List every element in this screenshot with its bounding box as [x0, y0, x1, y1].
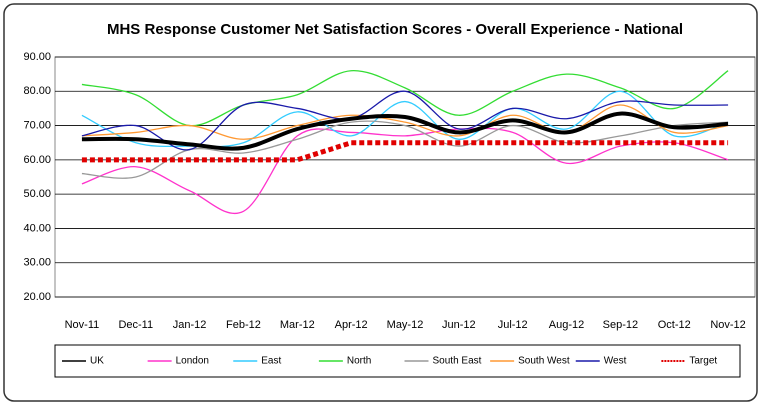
series-line: [81, 90, 729, 151]
x-tick-label: Jun-12: [442, 319, 476, 331]
x-tick-label: Oct-12: [658, 319, 691, 331]
y-tick-label: 90.00: [23, 51, 51, 63]
chart-title: MHS Response Customer Net Satisfaction S…: [107, 21, 683, 38]
y-tick-label: 80.00: [23, 85, 51, 97]
x-tick-label: Dec-11: [118, 319, 153, 331]
y-tick-label: 50.00: [23, 188, 51, 200]
x-tick-label: Nov-11: [65, 319, 100, 331]
series-line: [81, 140, 729, 163]
plot-area: [54, 56, 756, 298]
x-tick-label: Apr-12: [335, 319, 368, 331]
legend-label: UK: [90, 356, 104, 367]
x-tick-label: Nov-12: [710, 319, 745, 331]
y-tick-label: 30.00: [23, 257, 51, 269]
series-line: [81, 104, 729, 140]
series-line: [81, 127, 729, 214]
legend-label: London: [176, 356, 209, 367]
x-tick-label: Jan-12: [173, 319, 207, 331]
legend-label: Target: [689, 356, 717, 367]
x-tick-label: Aug-12: [549, 319, 584, 331]
x-tick-label: Mar-12: [280, 319, 315, 331]
series-line: [81, 111, 729, 151]
legend-label: South East: [433, 356, 482, 367]
y-tick-label: 20.00: [23, 291, 51, 303]
x-tick-label: May-12: [387, 319, 424, 331]
x-tick-label: Jul-12: [498, 319, 528, 331]
legend-label: West: [604, 356, 627, 367]
legend-label: East: [261, 356, 281, 367]
x-tick-label: Sep-12: [603, 319, 638, 331]
y-tick-label: 60.00: [23, 154, 51, 166]
legend-label: South West: [518, 356, 570, 367]
y-tick-label: 70.00: [23, 119, 51, 131]
legend-label: North: [347, 356, 371, 367]
y-tick-label: 40.00: [23, 222, 51, 234]
x-tick-label: Feb-12: [226, 319, 261, 331]
